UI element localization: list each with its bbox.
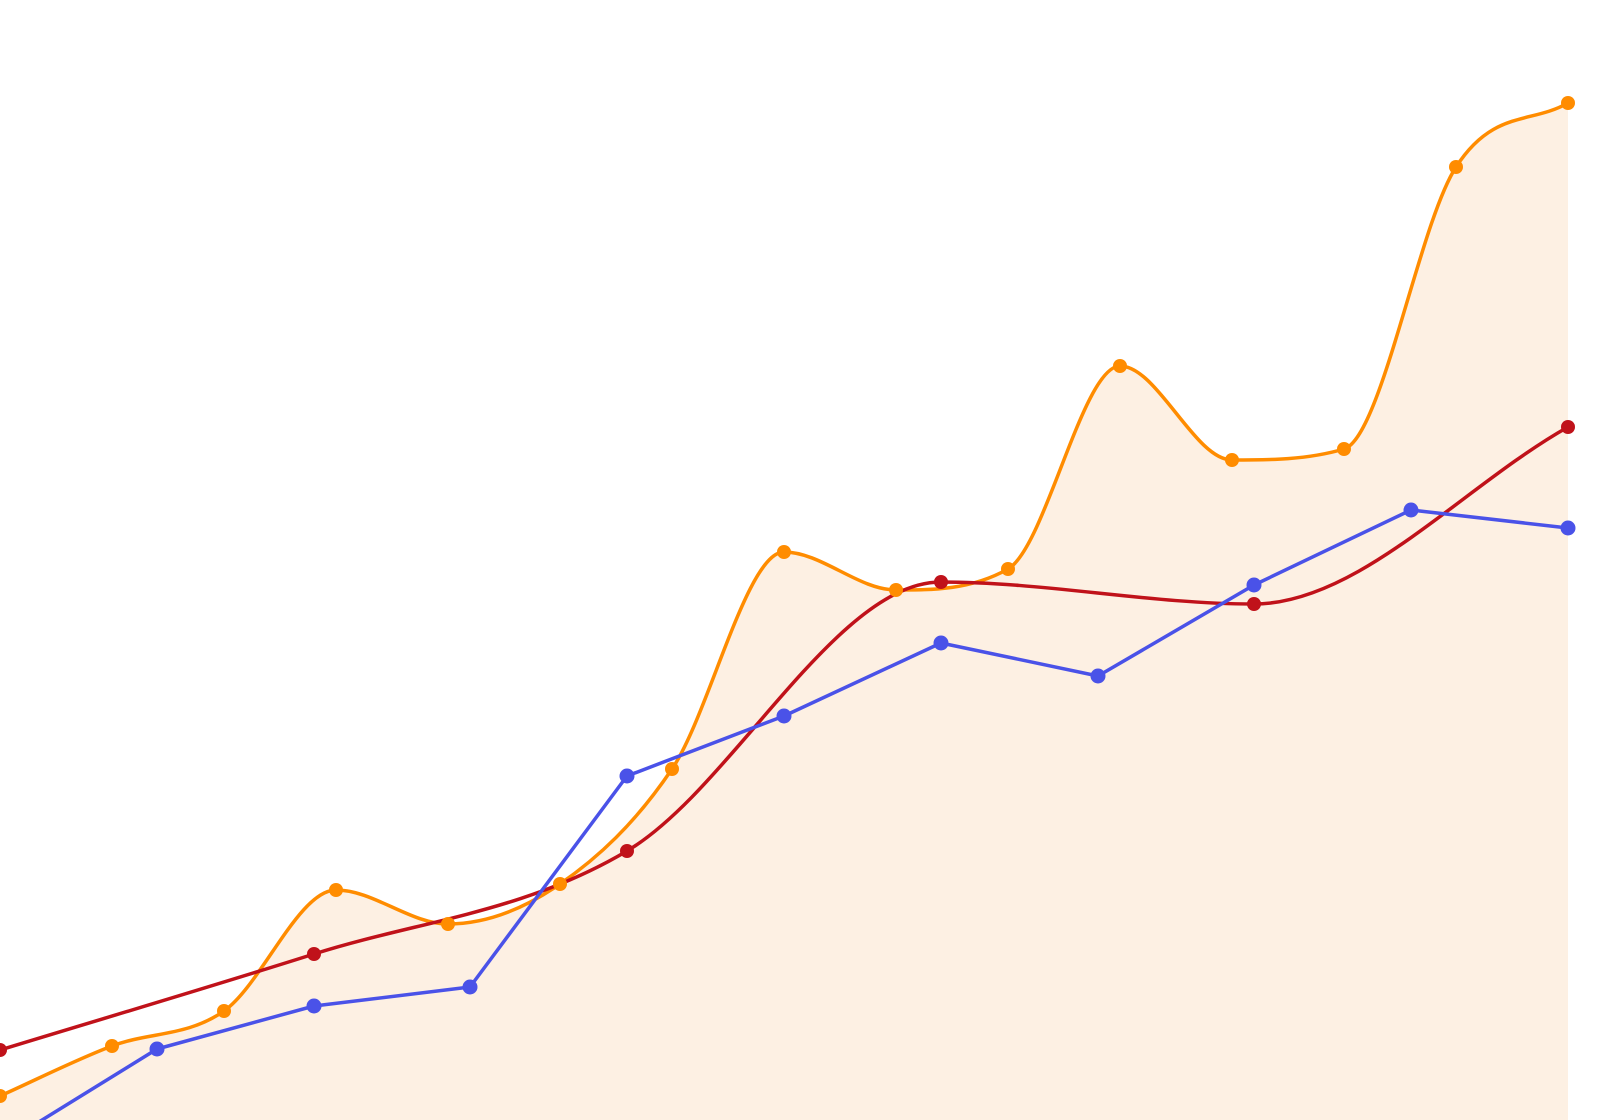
- series-3-point-11: [1560, 520, 1576, 536]
- series-2-point-2: [307, 947, 321, 961]
- series-2-point-1: [0, 1043, 7, 1057]
- series-1-point-11: [1113, 359, 1127, 373]
- series-1-point-4: [329, 883, 343, 897]
- series-3-point-6: [776, 708, 792, 724]
- series-1-point-3: [217, 1004, 231, 1018]
- series-3-point-3: [306, 998, 322, 1014]
- series-1-point-9: [889, 583, 903, 597]
- series-1-point-6: [553, 877, 567, 891]
- series-1-point-8: [777, 545, 791, 559]
- series-2-point-4: [934, 575, 948, 589]
- series-1-point-7: [665, 762, 679, 776]
- series-3-point-7: [933, 635, 949, 651]
- series-3-point-10: [1403, 502, 1419, 518]
- series-1-point-1: [0, 1089, 7, 1103]
- series-1-point-14: [1449, 160, 1463, 174]
- series-1-point-15: [1561, 96, 1575, 110]
- point-layer: [0, 96, 1576, 1103]
- series-2-point-6: [1561, 420, 1575, 434]
- series-2-line: [0, 425, 1570, 1052]
- series-3-point-9: [1246, 577, 1262, 593]
- series-3-point-5: [619, 768, 635, 784]
- series-1-point-2: [105, 1039, 119, 1053]
- series-3-point-8: [1090, 668, 1106, 684]
- series-2-point-5: [1247, 597, 1261, 611]
- series-1-point-10: [1001, 562, 1015, 576]
- series-1-point-13: [1337, 442, 1351, 456]
- series-1-area: [0, 103, 1568, 1120]
- series-3-point-2: [149, 1041, 165, 1057]
- series-3-point-4: [462, 979, 478, 995]
- series-2-point-3: [620, 844, 634, 858]
- series-1-point-12: [1225, 453, 1239, 467]
- series-1-point-5: [441, 917, 455, 931]
- area-layer: [0, 103, 1568, 1120]
